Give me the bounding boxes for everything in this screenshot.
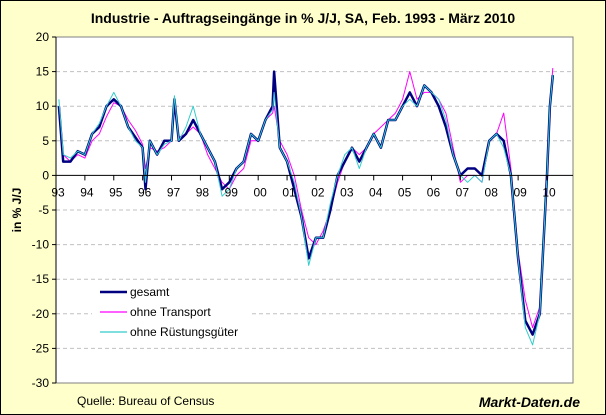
- y-tick-label: 0: [42, 168, 49, 182]
- x-tick-label: 02: [311, 185, 325, 199]
- legend-label: ohne Transport: [130, 305, 211, 319]
- brand-logo: Markt-Daten.de: [479, 394, 580, 410]
- y-tick-label: -5: [38, 203, 49, 217]
- series-line-ohne-r-stungsg-ter: [58, 75, 554, 346]
- x-tick-label: 97: [167, 185, 181, 199]
- x-tick-label: 03: [340, 185, 354, 199]
- y-tick-label: -25: [32, 341, 50, 355]
- legend-label: ohne Rüstungsgüter: [130, 325, 238, 339]
- x-tick-label: 93: [51, 185, 65, 199]
- x-tick-label: 04: [369, 185, 383, 199]
- x-tick-label: 10: [542, 185, 556, 199]
- y-tick-label: -20: [32, 307, 50, 321]
- source-note: Quelle: Bureau of Census: [77, 394, 214, 408]
- chart-title: Industrie - Auftragseingänge in % J/J, S…: [91, 10, 515, 26]
- y-tick-label: -10: [32, 238, 50, 252]
- y-tick-label: 20: [36, 30, 50, 44]
- x-tick-label: 98: [196, 185, 210, 199]
- y-tick-label: -30: [32, 376, 50, 390]
- x-tick-label: 08: [485, 185, 499, 199]
- y-tick-label: 10: [36, 99, 50, 113]
- x-tick-label: 94: [80, 185, 94, 199]
- x-tick-label: 99: [225, 185, 239, 199]
- x-tick-label: 05: [398, 185, 412, 199]
- x-tick-label: 09: [513, 185, 527, 199]
- x-tick-label: 95: [109, 185, 123, 199]
- y-tick-label: -15: [32, 272, 50, 286]
- x-tick-label: 01: [282, 185, 296, 199]
- y-tick-label: 5: [42, 134, 49, 148]
- x-tick-label: 07: [456, 185, 470, 199]
- legend-label: gesamt: [130, 285, 170, 299]
- y-tick-label: 15: [36, 65, 50, 79]
- y-axis-label: in % J/J: [10, 188, 24, 233]
- x-tick-label: 06: [427, 185, 441, 199]
- x-tick-label: 96: [138, 185, 152, 199]
- x-tick-label: 00: [253, 185, 267, 199]
